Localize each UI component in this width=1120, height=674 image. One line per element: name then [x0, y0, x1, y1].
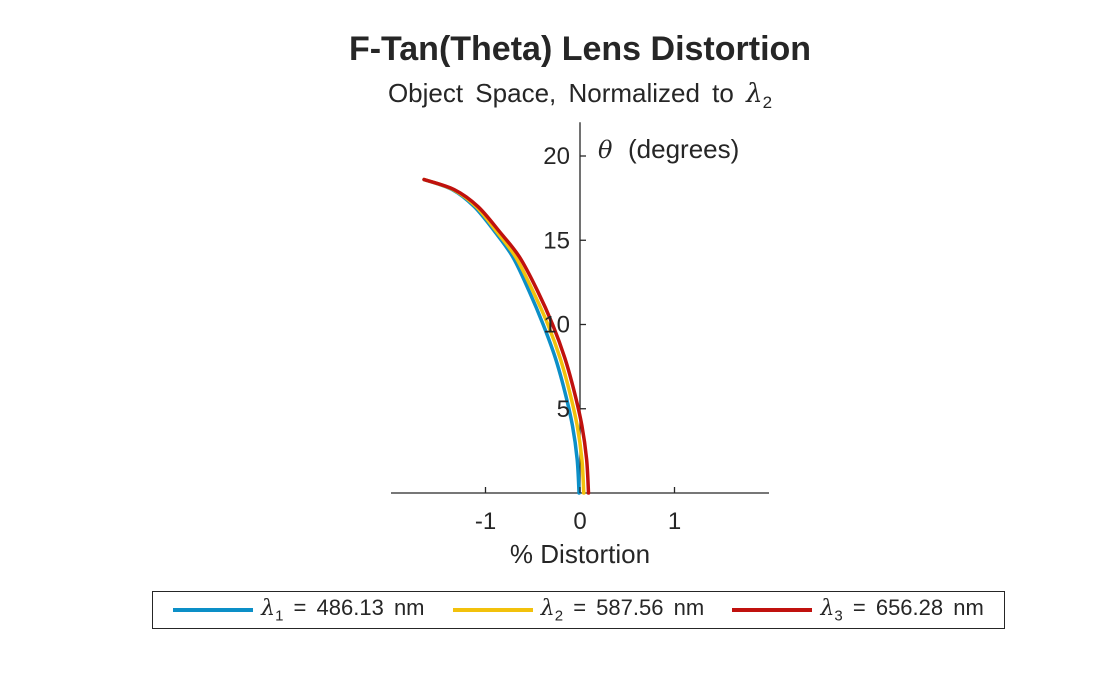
y-tick-label: 5	[557, 396, 570, 423]
legend-swatch-lambda2	[452, 607, 533, 612]
legend-swatch-lambda3	[732, 607, 813, 612]
subtitle-subscript: 2	[762, 93, 773, 113]
legend-swatch-lambda1	[173, 607, 254, 612]
legend-item-lambda1: λ1 = 486.13 nm	[173, 595, 425, 625]
legend: λ1 = 486.13 nm λ2 = 587.56 nm λ3 = 656.2…	[152, 591, 1005, 629]
legend-item-lambda3: λ3 = 656.28 nm	[732, 595, 984, 625]
chart-title: F-Tan(Theta) Lens Distortion	[348, 30, 812, 68]
series-line-lambda3	[422, 177, 591, 495]
chart-subtitle: Object Space, Normalized to λ2	[0, 78, 1120, 113]
y-tick-label: 10	[543, 312, 570, 339]
subtitle-text: Object Space, Normalized to	[387, 78, 734, 108]
subtitle-lambda-symbol: λ	[746, 79, 763, 109]
x-tick-label: 0	[573, 508, 586, 535]
y-tick-label: 15	[543, 227, 570, 254]
y-tick-label: 20	[543, 143, 570, 170]
legend-item-lambda2: λ2 = 587.56 nm	[452, 595, 705, 625]
x-tick-label: -1	[475, 508, 496, 535]
y-axis-label: (degrees)	[628, 134, 739, 164]
legend-label-lambda2: λ2 = 587.56 nm	[540, 595, 705, 625]
legend-label-lambda1: λ1 = 486.13 nm	[261, 595, 425, 625]
y-axis-label-symbol: θ	[598, 136, 613, 164]
x-tick-label: 1	[668, 508, 681, 535]
legend-label-lambda3: λ3 = 656.28 nm	[820, 595, 984, 625]
x-axis-label: % Distortion	[510, 539, 650, 569]
series-layer	[422, 177, 591, 495]
